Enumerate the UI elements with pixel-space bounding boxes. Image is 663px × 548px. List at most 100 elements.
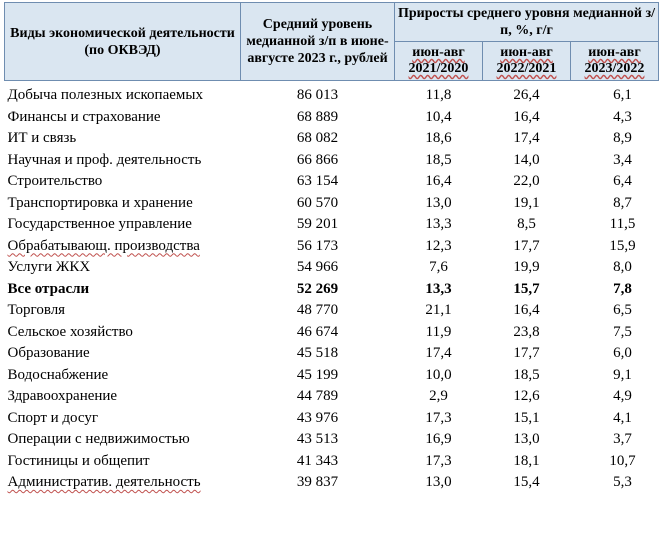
header-period-2021-2020: июн-авг 2021/2020 (394, 41, 483, 81)
growth-2022-2021-cell: 23,8 (513, 323, 540, 340)
growth-2023-2022-cell: 4,3 (613, 108, 632, 125)
table-row: Транспортировка и хранение 60 570 13,0 19,1… (5, 193, 659, 215)
table-row: Сельское хозяйство 46 674 11,9 23,8 7,5 (5, 322, 659, 344)
median-wage-cell: 86 013 (296, 87, 339, 103)
growth-2023-2022-cell: 8,7 (613, 194, 632, 211)
table-row: Государственное управление 59 201 13,3 8,5 1… (5, 214, 659, 236)
table-row: Образование 45 518 17,4 17,7 6,0 (5, 343, 659, 365)
activity-name: Здравоохранение (7, 388, 118, 404)
activity-name-cell: Обрабатывающ. производства (5, 236, 241, 258)
activity-name-cell: Операции с недвижимостью (5, 429, 241, 451)
median-wage-cell: 39 837 (296, 474, 339, 490)
growth-2021-2020-cell: 13,0 (425, 194, 452, 211)
median-wage-cell: 66 866 (296, 151, 339, 168)
growth-2023-2022-cell: 6,0 (613, 345, 632, 361)
growth-2021-2020-cell: 13,3 (425, 280, 452, 297)
growth-2023-2022-cell: 7,8 (613, 280, 632, 297)
growth-2022-2021-cell: 18,1 (513, 452, 540, 469)
activity-name-cell: Строительство (5, 171, 241, 193)
activity-name: Торговля (7, 302, 66, 318)
activity-name-cell: ИТ и связь (5, 128, 241, 150)
activity-name-cell: Транспортировка и хранение (5, 193, 241, 215)
table-row: Добыча полезных ископаемых 86 013 11,8 26,4… (5, 81, 659, 107)
growth-2023-2022-cell: 8,9 (613, 130, 632, 146)
header-growth: Приросты среднего уровня медианной з/п, … (394, 2, 659, 42)
wage-table-container: Виды экономической деятельности (по ОКВЭ… (4, 2, 659, 494)
table-body: Добыча полезных ископаемых 86 013 11,8 26,4… (5, 81, 659, 494)
median-wage-cell: 68 082 (296, 130, 339, 146)
growth-2021-2020-cell: 12,3 (425, 237, 452, 254)
growth-2021-2020-cell: 21,1 (425, 302, 452, 318)
header-period-label: июн-авг 2021/2020 (408, 45, 469, 76)
wage-table: Виды экономической деятельности (по ОКВЭ… (4, 2, 659, 494)
median-wage-cell: 54 966 (296, 259, 339, 275)
growth-2023-2022-cell: 8,0 (613, 259, 632, 275)
activity-name: Операции с недвижимостью (7, 431, 190, 447)
median-wage-cell: 45 199 (296, 366, 339, 383)
activity-name-cell: Государственное управление (5, 214, 241, 236)
activity-name: Добыча полезных ископаемых (7, 87, 203, 103)
median-wage-cell: 63 154 (296, 173, 339, 189)
activity-name-cell: Здравоохранение (5, 386, 241, 408)
activity-name: Строительство (7, 173, 103, 189)
growth-2022-2021-cell: 19,1 (513, 194, 540, 211)
table-row: Строительство 63 154 16,4 22,0 6,4 (5, 171, 659, 193)
growth-2021-2020-cell: 7,6 (429, 259, 448, 275)
growth-2023-2022-cell: 3,4 (613, 151, 632, 168)
growth-2022-2021-cell: 12,6 (513, 388, 540, 404)
median-wage-cell: 68 889 (296, 108, 339, 125)
growth-2021-2020-cell: 11,8 (425, 87, 452, 103)
header-median-wage: Средний уровень медианной з/п в июне-авг… (240, 2, 395, 81)
table-row: ИТ и связь 68 082 18,6 17,4 8,9 (5, 128, 659, 150)
median-wage-cell: 48 770 (296, 302, 339, 318)
growth-2022-2021-cell: 22,0 (513, 173, 540, 189)
growth-2021-2020-cell: 10,0 (425, 366, 452, 383)
median-wage-cell: 41 343 (296, 452, 339, 469)
growth-2022-2021-cell: 16,4 (513, 108, 540, 125)
activity-name: Транспортировка и хранение (7, 194, 193, 211)
activity-name: Все отрасли (7, 280, 90, 297)
activity-name-cell: Административ. деятельность (5, 472, 241, 494)
activity-name-cell: Гостиницы и общепит (5, 451, 241, 473)
growth-2023-2022-cell: 9,1 (613, 366, 632, 383)
table-row: Услуги ЖКХ 54 966 7,6 19,9 8,0 (5, 257, 659, 279)
activity-name-cell: Водоснабжение (5, 365, 241, 387)
activity-name: ИТ и связь (7, 130, 77, 146)
growth-2022-2021-cell: 15,7 (513, 280, 540, 297)
growth-2023-2022-cell: 6,1 (613, 87, 632, 103)
activity-name: Финансы и страхование (7, 108, 161, 125)
table-row: Все отрасли 52 269 13,3 15,7 7,8 (5, 279, 659, 301)
table-row: Здравоохранение 44 789 2,9 12,6 4,9 (5, 386, 659, 408)
activity-name: Услуги ЖКХ (7, 259, 91, 275)
median-wage-cell: 56 173 (296, 237, 339, 254)
activity-name: Водоснабжение (7, 366, 109, 383)
table-row: Торговля 48 770 21,1 16,4 6,5 (5, 300, 659, 322)
growth-2022-2021-cell: 16,4 (513, 302, 540, 318)
table-row: Операции с недвижимостью 43 513 16,9 13,0 3,… (5, 429, 659, 451)
growth-2023-2022-cell: 11,5 (609, 216, 636, 232)
activity-name-cell: Финансы и страхование (5, 107, 241, 129)
median-wage-cell: 43 513 (296, 431, 339, 447)
header-period-2022-2021: июн-авг 2022/2021 (482, 41, 571, 81)
growth-2022-2021-cell: 17,7 (513, 345, 540, 361)
activity-name: Научная и проф. деятельность (7, 151, 202, 168)
growth-2023-2022-cell: 15,9 (609, 237, 636, 254)
median-wage-cell: 43 976 (296, 409, 339, 426)
growth-2021-2020-cell: 17,4 (425, 345, 452, 361)
activity-name: Спорт и досуг (7, 409, 99, 426)
table-row: Гостиницы и общепит 41 343 17,3 18,1 10,7 (5, 451, 659, 473)
growth-2021-2020-cell: 16,9 (425, 431, 452, 447)
growth-2022-2021-cell: 8,5 (517, 216, 536, 232)
growth-2021-2020-cell: 18,6 (425, 130, 452, 146)
table-row: Финансы и страхование 68 889 10,4 16,4 4,3 (5, 107, 659, 129)
activity-name: Гостиницы и общепит (7, 452, 150, 469)
header-period-label: июн-авг 2022/2021 (496, 45, 557, 76)
growth-2023-2022-cell: 5,3 (613, 474, 632, 490)
growth-2023-2022-cell: 3,7 (613, 431, 632, 447)
median-wage-cell: 45 518 (296, 345, 339, 361)
growth-2022-2021-cell: 13,0 (513, 431, 540, 447)
table-header: Виды экономической деятельности (по ОКВЭ… (4, 2, 659, 81)
growth-2021-2020-cell: 13,3 (425, 216, 452, 232)
table-row: Административ. деятельность 39 837 13,0 15,… (5, 472, 659, 494)
table-row: Обрабатывающ. производства 56 173 12,3 17,7… (5, 236, 659, 258)
